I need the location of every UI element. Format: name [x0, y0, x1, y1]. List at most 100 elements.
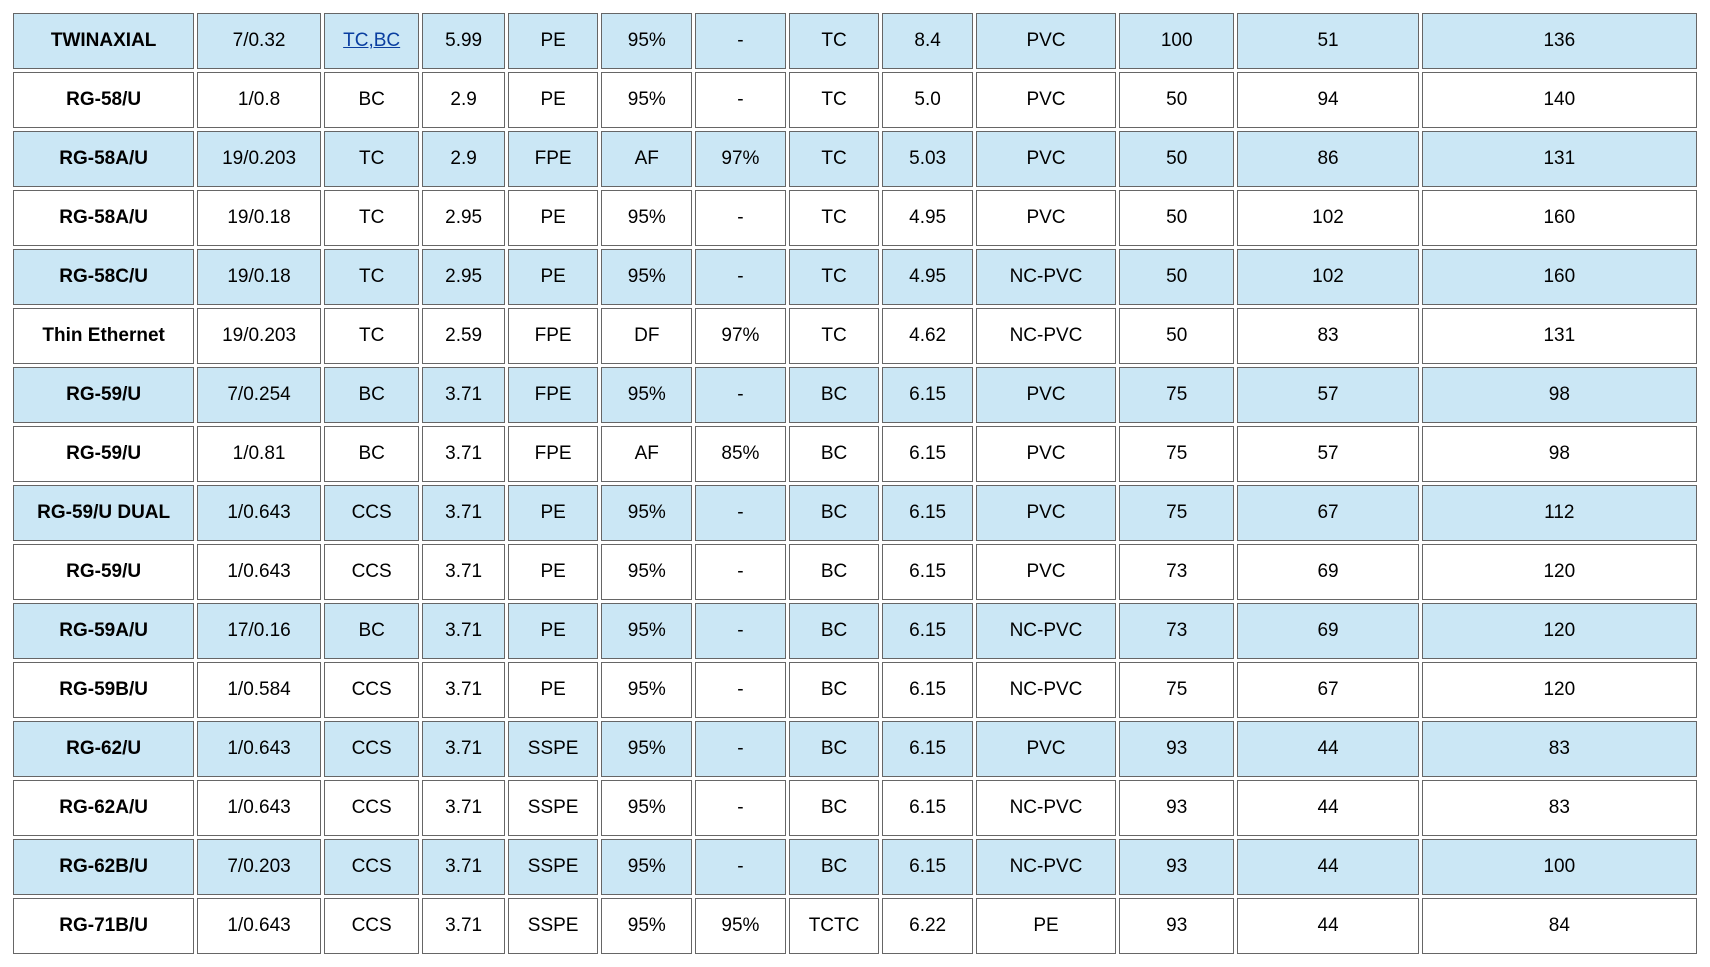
cable-name-cell: RG-71B/U [13, 898, 194, 954]
spec-cell: 3.71 [422, 780, 504, 836]
table-row: RG-59/U1/0.81BC3.71FPEAF85%BC6.15PVC7557… [13, 426, 1697, 482]
spec-cell: 50 [1119, 72, 1234, 128]
spec-cell: BC [324, 72, 420, 128]
spec-cell: CCS [324, 839, 420, 895]
spec-cell: 2.59 [422, 308, 504, 364]
spec-cell: 95% [601, 13, 692, 69]
table-row: RG-58A/U19/0.18TC2.95PE95%-TC4.95PVC5010… [13, 190, 1697, 246]
spec-cell: TC [789, 131, 880, 187]
spec-cell: BC [789, 780, 880, 836]
spec-cell: 6.15 [882, 485, 973, 541]
spec-cell: TC [324, 190, 420, 246]
spec-cell: 95% [601, 249, 692, 305]
spec-cell: - [695, 249, 786, 305]
spec-cell: 102 [1237, 249, 1418, 305]
spec-cell: 2.95 [422, 190, 504, 246]
spec-cell: 160 [1422, 190, 1697, 246]
spec-cell: 86 [1237, 131, 1418, 187]
spec-cell: BC [789, 544, 880, 600]
spec-cell: NC-PVC [976, 662, 1116, 718]
table-row: TWINAXIAL7/0.32TC,BC5.99PE95%-TC8.4PVC10… [13, 13, 1697, 69]
spec-cell: CCS [324, 721, 420, 777]
spec-cell: 3.71 [422, 839, 504, 895]
spec-cell: PE [508, 249, 599, 305]
spec-cell: BC [324, 426, 420, 482]
spec-cell: 95% [601, 721, 692, 777]
spec-cell: BC [789, 662, 880, 718]
table-row: RG-59/U7/0.254BC3.71FPE95%-BC6.15PVC7557… [13, 367, 1697, 423]
cable-name-cell: RG-62B/U [13, 839, 194, 895]
spec-cell: 67 [1237, 662, 1418, 718]
spec-cell: 3.71 [422, 544, 504, 600]
spec-cell: TC [789, 249, 880, 305]
spec-cell: 83 [1237, 308, 1418, 364]
spec-cell: - [695, 839, 786, 895]
spec-cell: CCS [324, 898, 420, 954]
spec-cell: 75 [1119, 426, 1234, 482]
spec-cell: 1/0.643 [197, 780, 321, 836]
spec-cell: 6.15 [882, 544, 973, 600]
spec-cell: 98 [1422, 426, 1697, 482]
spec-cell: 83 [1422, 721, 1697, 777]
spec-cell: 3.71 [422, 662, 504, 718]
spec-cell: 94 [1237, 72, 1418, 128]
spec-cell: 3.71 [422, 898, 504, 954]
spec-cell: 93 [1119, 839, 1234, 895]
spec-cell: - [695, 603, 786, 659]
spec-cell: 93 [1119, 898, 1234, 954]
spec-cell: 6.15 [882, 780, 973, 836]
spec-cell: - [695, 190, 786, 246]
spec-cell: 1/0.643 [197, 898, 321, 954]
cable-name-cell: TWINAXIAL [13, 13, 194, 69]
table-row: Thin Ethernet19/0.203TC2.59FPEDF97%TC4.6… [13, 308, 1697, 364]
spec-cell: 73 [1119, 603, 1234, 659]
cable-name-cell: RG-58C/U [13, 249, 194, 305]
spec-cell: 4.95 [882, 190, 973, 246]
spec-cell: 120 [1422, 662, 1697, 718]
spec-cell: PVC [976, 544, 1116, 600]
spec-cell: 6.15 [882, 426, 973, 482]
spec-cell: PVC [976, 131, 1116, 187]
spec-cell: PE [508, 190, 599, 246]
spec-cell: NC-PVC [976, 839, 1116, 895]
spec-cell: 4.62 [882, 308, 973, 364]
spec-cell: 1/0.584 [197, 662, 321, 718]
spec-cell: 6.22 [882, 898, 973, 954]
table-row: RG-59B/U1/0.584CCS3.71PE95%-BC6.15NC-PVC… [13, 662, 1697, 718]
cable-name-cell: RG-58/U [13, 72, 194, 128]
spec-cell: - [695, 485, 786, 541]
spec-cell: 95% [601, 190, 692, 246]
spec-cell: 50 [1119, 131, 1234, 187]
cable-name-cell: RG-62A/U [13, 780, 194, 836]
spec-cell: 95% [601, 898, 692, 954]
spec-cell: PE [508, 662, 599, 718]
spec-cell: 3.71 [422, 367, 504, 423]
spec-cell: 112 [1422, 485, 1697, 541]
spec-cell: 19/0.203 [197, 308, 321, 364]
material-link[interactable]: TC,BC [343, 30, 400, 51]
spec-cell: 93 [1119, 721, 1234, 777]
spec-cell: FPE [508, 426, 599, 482]
cable-name-cell: RG-59/U [13, 544, 194, 600]
spec-cell: BC [789, 426, 880, 482]
table-row: RG-71B/U1/0.643CCS3.71SSPE95%95%TCTC6.22… [13, 898, 1697, 954]
spec-cell: PVC [976, 13, 1116, 69]
spec-cell: 2.9 [422, 72, 504, 128]
spec-cell: 97% [695, 131, 786, 187]
spec-cell: 51 [1237, 13, 1418, 69]
spec-cell: 83 [1422, 780, 1697, 836]
spec-cell: 44 [1237, 898, 1418, 954]
spec-cell: 131 [1422, 131, 1697, 187]
spec-cell: 85% [695, 426, 786, 482]
table-row: RG-58C/U19/0.18TC2.95PE95%-TC4.95NC-PVC5… [13, 249, 1697, 305]
spec-cell: SSPE [508, 898, 599, 954]
spec-cell: BC [789, 839, 880, 895]
spec-cell: 95% [601, 544, 692, 600]
cable-name-cell: RG-59/U [13, 426, 194, 482]
spec-cell: 19/0.18 [197, 190, 321, 246]
spec-cell: 136 [1422, 13, 1697, 69]
spec-cell: DF [601, 308, 692, 364]
spec-cell: 6.15 [882, 603, 973, 659]
spec-cell: AF [601, 131, 692, 187]
spec-cell: TC [324, 131, 420, 187]
